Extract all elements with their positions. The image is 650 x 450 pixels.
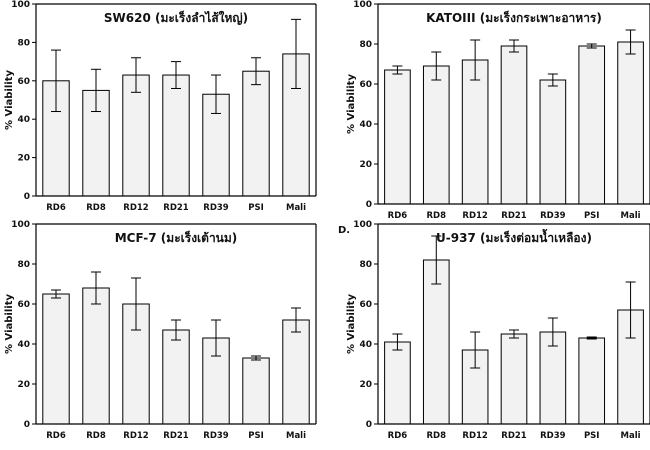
category-label: RD6 xyxy=(388,431,408,441)
chart-title: MCF-7 (มะเร็งเต้านม) xyxy=(115,230,238,245)
category-label: RD8 xyxy=(86,431,106,441)
y-tick-label: 40 xyxy=(359,340,372,350)
chart-panel-4: 0 20 40 60 80 100 RD6 RD8 RD12 RD21 RD39 PSI Mali U-9… xyxy=(338,220,650,441)
y-tick-label: 80 xyxy=(17,38,30,48)
bar-rd8 xyxy=(422,65,450,205)
bar-rd39 xyxy=(539,331,567,425)
chart-panel-2: 0 20 40 60 80 100 RD6 RD8 RD12 RD21 RD39 PSI Mali KAT… xyxy=(346,0,650,221)
y-tick-label: 100 xyxy=(353,0,372,10)
y-axis-label: % Viability xyxy=(346,74,357,134)
bar-rd21 xyxy=(500,45,528,205)
y-tick-label: 40 xyxy=(359,120,372,130)
category-label: RD8 xyxy=(86,203,106,213)
y-tick-label: 60 xyxy=(359,300,372,310)
category-label: PSI xyxy=(248,431,264,441)
bar-rd6 xyxy=(42,293,70,425)
y-tick-label: 20 xyxy=(359,160,372,170)
category-label: PSI xyxy=(248,203,264,213)
category-label: RD39 xyxy=(203,431,229,441)
category-label: RD39 xyxy=(540,431,566,441)
bar-rd8 xyxy=(422,259,450,425)
y-tick-label: 0 xyxy=(366,200,372,210)
category-label: RD6 xyxy=(388,211,408,221)
y-tick-label: 100 xyxy=(11,0,30,10)
y-tick-label: 60 xyxy=(359,80,372,90)
bar-rd6 xyxy=(384,341,411,425)
y-tick-label: 80 xyxy=(359,260,372,270)
y-tick-label: 80 xyxy=(17,260,30,270)
bar-rd21 xyxy=(500,333,528,425)
y-tick-label: 0 xyxy=(24,420,30,430)
category-label: RD12 xyxy=(462,211,488,221)
category-label: Mali xyxy=(286,203,306,213)
category-label: RD12 xyxy=(462,431,488,441)
category-label: RD21 xyxy=(501,431,527,441)
bar-rd21 xyxy=(162,329,190,425)
y-tick-label: 60 xyxy=(17,300,30,310)
y-tick-label: 80 xyxy=(359,40,372,50)
bar-rd12 xyxy=(122,74,150,197)
y-tick-label: 100 xyxy=(353,220,372,230)
chart-title: SW620 (มะเร็งลำไส้ใหญ่) xyxy=(104,10,248,25)
bar-psi xyxy=(578,45,606,205)
bar-psi xyxy=(578,337,606,425)
y-tick-label: 60 xyxy=(17,77,30,87)
category-label: PSI xyxy=(584,211,600,221)
category-label: RD21 xyxy=(163,203,189,213)
bar-psi xyxy=(242,357,270,425)
y-tick-label: 20 xyxy=(17,154,30,164)
chart-panel-1: 0 20 40 60 80 100 RD6 RD8 RD12 RD21 RD39 PSI Mali SW6… xyxy=(4,0,317,213)
category-label: Mali xyxy=(621,211,641,221)
y-axis-label: % Viability xyxy=(4,70,15,130)
bar-rd21 xyxy=(162,74,190,197)
chart-panel-3: 0 20 40 60 80 100 RD6 RD8 RD12 RD21 RD39 PSI Mali MCF… xyxy=(4,220,317,441)
chart-title: KATOIII (มะเร็งกระเพาะอาหาร) xyxy=(426,10,602,25)
bar-rd39 xyxy=(539,79,567,205)
y-tick-label: 0 xyxy=(24,192,30,202)
y-tick-label: 0 xyxy=(366,420,372,430)
panel-letter: D. xyxy=(338,225,350,236)
category-label: RD21 xyxy=(501,211,527,221)
bar-psi xyxy=(242,70,270,197)
category-label: Mali xyxy=(621,431,641,441)
y-tick-label: 100 xyxy=(11,220,30,230)
bar-mali xyxy=(282,319,310,425)
bar-mali xyxy=(617,41,644,205)
category-label: RD8 xyxy=(427,211,447,221)
category-label: RD6 xyxy=(46,431,66,441)
category-label: RD8 xyxy=(427,431,447,441)
y-tick-label: 40 xyxy=(17,115,30,125)
category-label: Mali xyxy=(286,431,306,441)
bar-rd12 xyxy=(461,59,489,205)
bar-rd6 xyxy=(384,69,411,205)
chart-title: U-937 (มะเร็งต่อมน้ำเหลือง) xyxy=(436,228,592,245)
y-tick-label: 20 xyxy=(359,380,372,390)
y-tick-label: 40 xyxy=(17,340,30,350)
category-label: RD39 xyxy=(540,211,566,221)
y-tick-label: 20 xyxy=(17,380,30,390)
category-label: RD12 xyxy=(123,203,149,213)
category-label: RD39 xyxy=(203,203,229,213)
y-axis-label: % Viability xyxy=(346,294,357,354)
category-label: RD6 xyxy=(46,203,66,213)
y-axis-label: % Viability xyxy=(4,294,15,354)
category-label: PSI xyxy=(584,431,600,441)
bar-rd8 xyxy=(82,287,110,425)
category-label: RD21 xyxy=(163,431,189,441)
category-label: RD12 xyxy=(123,431,149,441)
